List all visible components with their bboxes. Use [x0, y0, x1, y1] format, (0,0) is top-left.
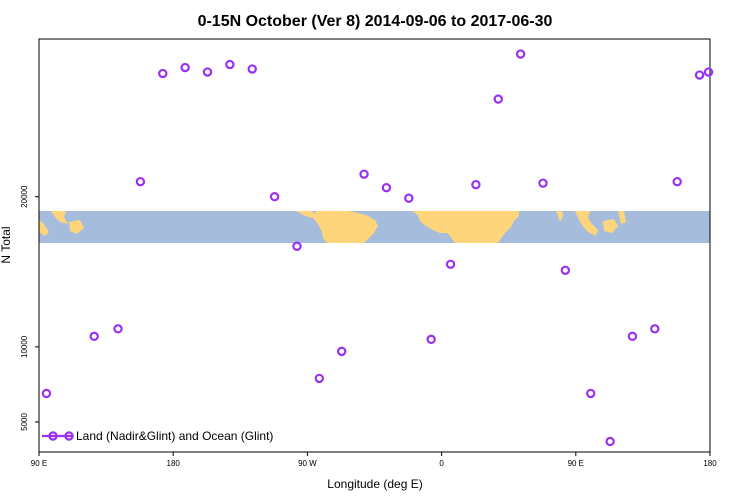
- land-west-africa: [412, 211, 419, 216]
- data-point: [180, 62, 190, 73]
- land-south-america: [313, 211, 378, 243]
- data-point: [292, 241, 302, 251]
- land-borneo-left: [69, 220, 84, 234]
- data-point: [336, 346, 347, 357]
- data-point: [560, 265, 571, 275]
- y-axis: 5000 10000 20000: [20, 185, 39, 431]
- x-tick-label: 0: [439, 459, 444, 468]
- data-point: [694, 70, 705, 80]
- plot-area: 90 E 180 90 W 0 90 E 180 5000 10000 20000 Land …: [20, 38, 717, 468]
- y-tick-label: 10000: [20, 335, 29, 358]
- legend-marker: [48, 431, 58, 441]
- data-point: [538, 178, 548, 188]
- land-borneo: [603, 219, 618, 233]
- data-point: [404, 193, 414, 203]
- data-point: [89, 331, 99, 342]
- x-axis-label: Longitude (deg E): [327, 477, 422, 491]
- data-point: [41, 388, 52, 399]
- legend-marker: [64, 431, 74, 441]
- data-point: [493, 94, 503, 104]
- y-tick-label: 5000: [20, 413, 29, 431]
- data-point: [445, 259, 456, 269]
- land-india: [556, 211, 563, 222]
- data-point: [269, 191, 280, 202]
- legend-label: Land (Nadir&Glint) and Ocean (Glint): [76, 429, 273, 443]
- land-indochina-left: [51, 211, 68, 224]
- land-se-asia: [575, 211, 598, 236]
- chart-title: 0-15N October (Ver 8) 2014-09-06 to 2017…: [198, 13, 553, 30]
- y-axis-label: N Total: [0, 226, 13, 263]
- x-axis: 90 E 180 90 W 0 90 E 180: [31, 452, 717, 468]
- data-point: [650, 324, 660, 334]
- land-sumatra-left: [39, 220, 49, 236]
- data-point: [426, 334, 436, 345]
- land-philippines: [618, 211, 626, 224]
- plot-background: [39, 39, 710, 452]
- data-points: [41, 49, 714, 447]
- data-point: [247, 64, 257, 74]
- data-point: [471, 179, 481, 190]
- x-tick-label: 180: [703, 459, 717, 468]
- x-tick-label: 90 E: [31, 459, 47, 468]
- data-point: [586, 388, 596, 399]
- map-band: [39, 211, 710, 243]
- data-point: [359, 169, 369, 179]
- plot-frame: [38, 38, 711, 453]
- x-tick-label: 180: [167, 459, 181, 468]
- data-point: [202, 67, 213, 77]
- x-tick-label: 90 W: [298, 459, 317, 468]
- x-tick-label: 90 E: [568, 459, 584, 468]
- data-point: [605, 436, 615, 447]
- legend: Land (Nadir&Glint) and Ocean (Glint): [42, 429, 273, 443]
- data-point: [225, 59, 235, 70]
- y-tick-label: 20000: [20, 185, 29, 208]
- data-point: [515, 49, 526, 59]
- data-point: [672, 176, 682, 187]
- land-central-america: [296, 211, 316, 218]
- data-point: [113, 324, 123, 334]
- data-point: [314, 373, 325, 384]
- land-africa: [416, 211, 519, 243]
- data-point: [627, 331, 638, 342]
- data-point: [703, 67, 714, 77]
- data-point: [381, 182, 392, 193]
- data-point: [135, 176, 146, 187]
- data-point: [158, 68, 168, 79]
